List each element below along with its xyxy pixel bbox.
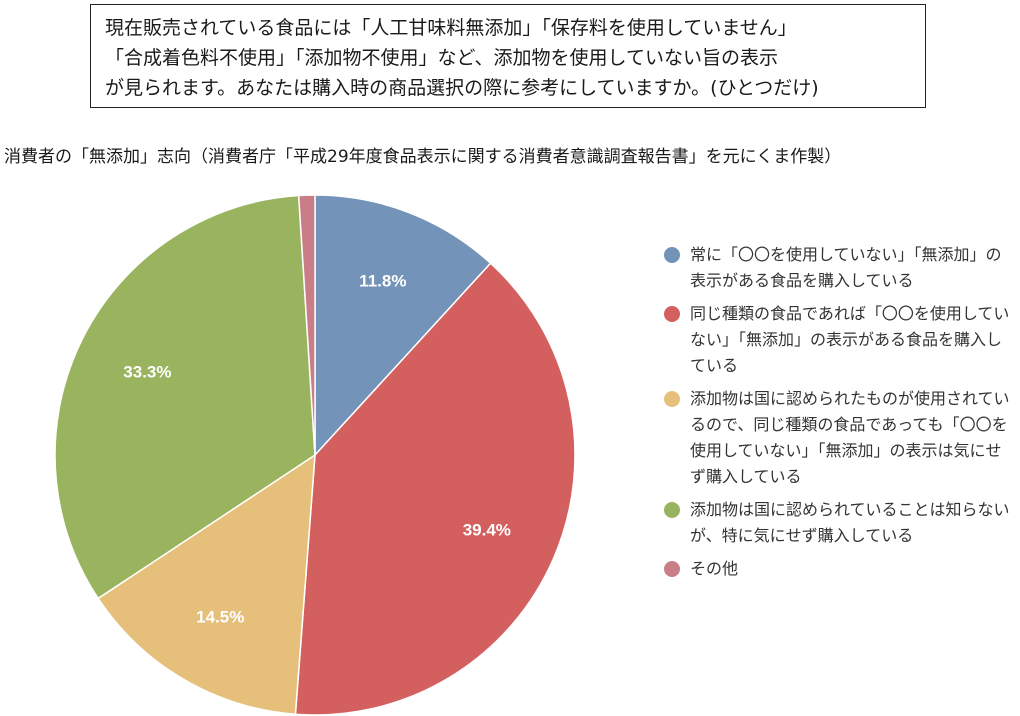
chart-legend: 常に「〇〇を使用していない」「無添加」の表示がある食品を購入している 同じ種類の… xyxy=(664,242,1014,589)
question-line: 現在販売されている食品には「人工甘味料無添加」「保存料を使用していません」 xyxy=(105,17,797,39)
question-line: 「合成着色料不使用」「添加物不使用」など、添加物を使用していない旨の表示 xyxy=(105,47,778,69)
slice-data-label: 11.8% xyxy=(359,272,406,291)
slice-data-label: 33.3% xyxy=(123,363,171,382)
slice-data-label: 39.4% xyxy=(463,520,511,539)
pie-slice xyxy=(297,194,316,456)
legend-marker xyxy=(664,561,680,577)
legend-item: 同じ種類の食品であれば「〇〇を使用していない」「無添加」の表示がある食品を購入し… xyxy=(664,301,1014,379)
legend-item: 添加物は国に認められていることは知らないが、特に気にせず購入している xyxy=(664,497,1014,549)
pie-slice xyxy=(314,194,492,457)
legend-marker xyxy=(664,391,680,407)
chart-title: 消費者の「無添加」志向（消費者庁「平成29年度食品表示に関する消費者意識調査報告… xyxy=(4,147,842,167)
legend-label: 同じ種類の食品であれば「〇〇を使用していない」「無添加」の表示がある食品を購入し… xyxy=(690,304,1010,375)
question-box: 現在販売されている食品には「人工甘味料無添加」「保存料を使用していません」 「合… xyxy=(90,4,926,108)
legend-label: 添加物は国に認められたものが使用されているので、同じ種類の食品であっても「〇〇を… xyxy=(690,389,1010,486)
legend-marker xyxy=(664,306,680,322)
pie-slice xyxy=(97,453,316,716)
legend-marker xyxy=(664,247,680,263)
pie-slice xyxy=(294,262,576,716)
legend-marker xyxy=(664,502,680,518)
pie-chart: 11.8% 39.4% 14.5% 33.3% xyxy=(54,194,576,716)
legend-label: 添加物は国に認められていることは知らないが、特に気にせず購入している xyxy=(690,500,1010,545)
legend-item: 常に「〇〇を使用していない」「無添加」の表示がある食品を購入している xyxy=(664,242,1014,294)
slice-data-label: 14.5% xyxy=(196,607,244,626)
question-line: が見られます。あなたは購入時の商品選択の際に参考にしていますか。(ひとつだけ) xyxy=(105,77,819,99)
legend-label: 常に「〇〇を使用していない」「無添加」の表示がある食品を購入している xyxy=(690,245,1002,290)
legend-item: その他 xyxy=(664,556,1014,582)
legend-label: その他 xyxy=(690,559,739,578)
legend-item: 添加物は国に認められたものが使用されているので、同じ種類の食品であっても「〇〇を… xyxy=(664,386,1014,490)
pie-slice xyxy=(54,194,316,600)
